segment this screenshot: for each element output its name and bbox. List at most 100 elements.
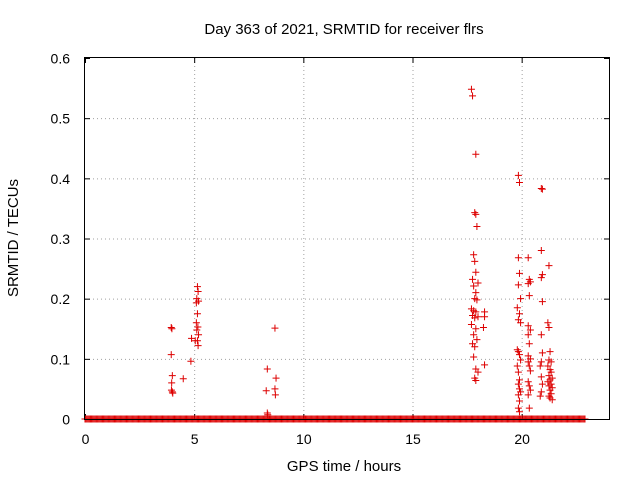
tick-labels: 0 5 10 15 20 0 0.1 0.2 0.3 0.4 0.5 0.6 xyxy=(51,51,531,448)
data-point xyxy=(192,319,200,327)
data-point xyxy=(194,323,202,331)
data-point xyxy=(470,251,478,259)
data-point xyxy=(515,269,523,277)
data-point xyxy=(169,389,177,397)
data-point xyxy=(481,313,489,321)
data-point xyxy=(546,386,554,394)
data-point xyxy=(536,362,544,370)
data-point xyxy=(515,179,523,187)
data-point xyxy=(193,283,201,291)
x-tick-label: 5 xyxy=(191,431,199,447)
data-point xyxy=(538,185,546,193)
data-point xyxy=(271,391,279,399)
data-point xyxy=(517,319,525,327)
data-point xyxy=(472,210,480,218)
data-point xyxy=(525,404,533,412)
data-point xyxy=(264,411,272,419)
data-point xyxy=(546,348,554,356)
data-point xyxy=(515,376,523,384)
data-point xyxy=(525,340,533,348)
data-point xyxy=(473,296,481,304)
data-point xyxy=(193,337,201,345)
data-point xyxy=(545,382,553,390)
data-point xyxy=(193,326,201,334)
data-point xyxy=(525,292,533,300)
data-point xyxy=(187,357,195,365)
data-point xyxy=(524,254,532,262)
data-point xyxy=(188,334,196,342)
data-point xyxy=(470,331,478,339)
data-point xyxy=(537,331,545,339)
data-point xyxy=(515,408,523,416)
data-point xyxy=(474,368,482,376)
data-point xyxy=(537,358,545,366)
y-tick-label: 0.4 xyxy=(51,171,71,187)
data-point xyxy=(481,361,489,369)
data-point xyxy=(194,342,202,350)
data-point xyxy=(544,362,552,370)
data-point xyxy=(514,171,522,179)
data-point xyxy=(263,365,271,373)
data-point xyxy=(547,358,555,366)
data-point xyxy=(470,353,478,361)
data-point xyxy=(537,373,545,381)
data-point xyxy=(195,331,203,339)
data-point xyxy=(538,349,546,357)
chart-title: Day 363 of 2021, SRMTID for receiver flr… xyxy=(204,21,483,38)
data-point xyxy=(193,310,201,318)
data-point xyxy=(517,356,525,364)
data-point xyxy=(271,324,279,332)
data-point xyxy=(547,368,555,376)
x-tick-label: 0 xyxy=(82,431,90,447)
data-point xyxy=(548,396,556,404)
y-tick-label: 0.6 xyxy=(51,51,71,67)
data-point xyxy=(470,282,478,290)
data-point xyxy=(545,392,553,400)
x-tick-label: 15 xyxy=(405,431,421,447)
data-point xyxy=(515,310,523,318)
data-point xyxy=(537,388,545,396)
data-point xyxy=(473,222,481,230)
data-point xyxy=(514,391,522,399)
data-point xyxy=(514,281,522,289)
data-point xyxy=(536,392,544,400)
data-point xyxy=(525,382,533,390)
data-point xyxy=(469,275,477,283)
data-point xyxy=(515,397,523,405)
y-axis-label: SRMTID / TECUs xyxy=(5,179,22,297)
data-point xyxy=(526,367,534,375)
y-tick-label: 0 xyxy=(62,412,70,428)
data-point xyxy=(194,287,202,295)
data-point xyxy=(514,254,522,262)
data-point xyxy=(168,379,176,387)
data-point xyxy=(515,385,523,393)
data-point xyxy=(526,326,534,334)
data-point xyxy=(544,319,552,327)
plot-frame xyxy=(84,57,610,420)
data-point xyxy=(538,298,546,306)
data-point xyxy=(479,324,487,332)
data-point xyxy=(537,247,545,255)
x-tick-label: 20 xyxy=(514,431,530,447)
data-point xyxy=(168,325,176,333)
data-point xyxy=(524,378,532,386)
data-point xyxy=(472,308,480,316)
data-point xyxy=(514,368,522,376)
data-point xyxy=(545,324,553,332)
data-point xyxy=(525,362,533,370)
data-point xyxy=(472,325,480,333)
data-point xyxy=(537,274,545,282)
data-point xyxy=(524,331,532,339)
data-point xyxy=(469,92,477,100)
data-point xyxy=(167,386,175,394)
data-point xyxy=(472,150,480,158)
data-point xyxy=(513,346,521,354)
data-point xyxy=(513,362,521,370)
data-point xyxy=(524,358,532,366)
data-point xyxy=(472,268,480,276)
data-point xyxy=(472,376,480,384)
y-tick-label: 0.5 xyxy=(51,111,71,127)
data-point xyxy=(526,386,534,394)
